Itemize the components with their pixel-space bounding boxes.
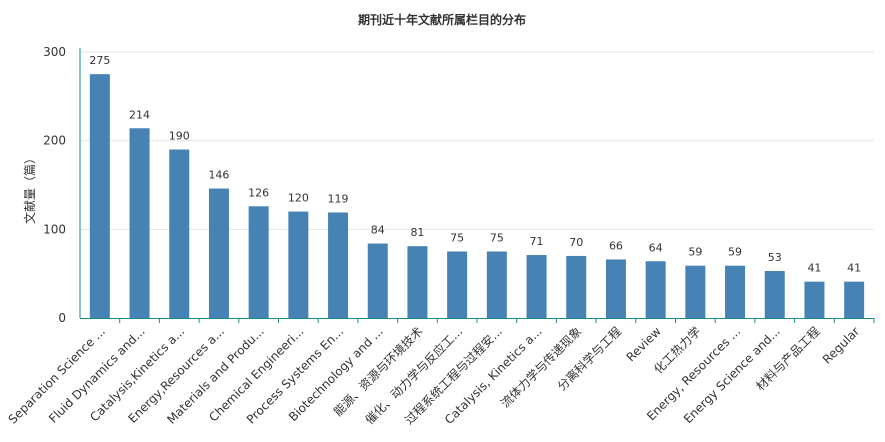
data-label: 66	[609, 239, 623, 252]
data-label: 190	[169, 130, 190, 143]
data-label: 59	[728, 246, 742, 259]
data-labels: 275 214 190 146 126 120 119 84 81 75 75 71 70 66 64 59 5…	[89, 54, 861, 274]
data-label: 84	[371, 224, 385, 237]
x-tick-label: Review	[624, 324, 664, 364]
bar[interactable]	[248, 206, 269, 318]
data-label: 41	[847, 262, 861, 275]
chart-title: 期刊近十年文献所属栏目的分布	[358, 12, 526, 27]
data-label: 53	[768, 251, 782, 264]
bar[interactable]	[367, 243, 388, 318]
data-label: 146	[208, 169, 229, 182]
bar[interactable]	[208, 188, 229, 318]
x-tick-labels: Separation Science ...Fluid Dynamics and…	[6, 324, 863, 428]
data-label: 275	[89, 54, 110, 67]
bar[interactable]	[725, 265, 746, 318]
bar[interactable]	[328, 212, 349, 318]
data-label: 64	[649, 241, 663, 254]
y-tick-label: 0	[58, 311, 66, 325]
y-axis-label: 文献量（篇）	[22, 152, 37, 224]
data-label: 75	[450, 232, 464, 245]
data-label: 71	[530, 235, 544, 248]
bar[interactable]	[645, 261, 666, 318]
bar[interactable]	[804, 281, 825, 318]
data-label: 81	[410, 226, 424, 239]
bar[interactable]	[288, 211, 309, 318]
data-label: 59	[688, 246, 702, 259]
bar[interactable]	[129, 128, 150, 318]
bars	[89, 74, 865, 319]
bar[interactable]	[605, 259, 626, 318]
bar[interactable]	[566, 255, 587, 318]
axes: 0 100 200 300	[43, 45, 875, 325]
bar[interactable]	[407, 246, 428, 318]
bar[interactable]	[486, 251, 507, 319]
data-label: 214	[129, 108, 150, 121]
data-label: 120	[288, 192, 309, 205]
bar[interactable]	[447, 251, 468, 319]
bar[interactable]	[169, 149, 190, 318]
y-tick-label: 200	[43, 134, 66, 148]
bar[interactable]	[526, 255, 547, 318]
x-tick-label: Regular	[820, 324, 862, 366]
grid-lines	[80, 51, 874, 230]
bar[interactable]	[764, 271, 785, 318]
bar[interactable]	[89, 74, 110, 319]
data-label: 75	[490, 232, 504, 245]
y-tick-label: 100	[43, 222, 66, 236]
data-label: 41	[807, 262, 821, 275]
y-tick-label: 300	[43, 45, 66, 59]
bar[interactable]	[685, 265, 706, 318]
data-label: 70	[569, 236, 583, 249]
bar[interactable]	[844, 281, 865, 318]
data-label: 119	[328, 192, 349, 205]
data-label: 126	[248, 186, 269, 199]
